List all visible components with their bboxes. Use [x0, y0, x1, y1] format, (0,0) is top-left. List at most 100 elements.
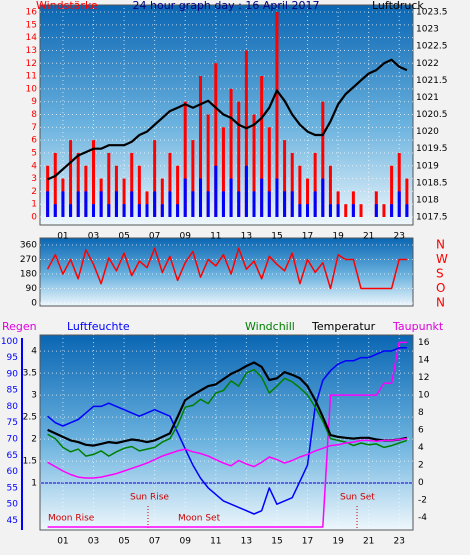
x-tick-label: 15: [271, 537, 282, 547]
bar: [130, 191, 134, 217]
bar: [260, 178, 264, 217]
bar: [114, 191, 118, 217]
bar: [313, 191, 317, 217]
y2-tick-label: N: [436, 238, 445, 252]
y3-tick-label: 75: [7, 418, 18, 428]
y-tick-label: 360: [20, 241, 37, 251]
x-tick-label: 03: [88, 232, 99, 242]
y-tick-label: 1.5: [23, 457, 37, 467]
line: [47, 341, 407, 528]
y-tick-label: 4: [31, 347, 37, 357]
y2-tick-label: 1018: [416, 195, 439, 205]
x-tick-label: 21: [363, 537, 374, 547]
y-tick-label: 14: [26, 33, 38, 43]
bar: [53, 204, 57, 217]
y-tick-label: 270: [20, 255, 37, 265]
y3-tick-label: 60: [7, 467, 19, 477]
bar: [306, 178, 310, 217]
annotation: Sun Set: [340, 493, 375, 503]
y3-tick-label: 100: [1, 337, 18, 347]
y-tick-label: 16: [26, 8, 38, 18]
y-tick-label: 15: [26, 20, 37, 30]
bar: [397, 191, 401, 217]
y2-tick-label: 1021.5: [416, 76, 448, 86]
bar: [46, 191, 50, 217]
bar: [53, 152, 57, 217]
bar: [321, 101, 325, 217]
bar: [84, 191, 88, 217]
y-tick-label: 4: [31, 161, 37, 171]
bar: [344, 204, 348, 217]
y-tick-label: 6: [31, 136, 37, 146]
panel-direction: [39, 237, 414, 307]
bar: [168, 191, 172, 217]
y-tick-label: 2: [31, 187, 37, 197]
x-tick-label: 07: [149, 232, 160, 242]
bar: [199, 178, 203, 217]
bar: [153, 191, 157, 217]
y-tick-label: 180: [20, 270, 37, 280]
legend-entry: Luftfeuchte: [67, 320, 130, 333]
y-tick-label: 9: [31, 97, 37, 107]
y2-tick-label: 1020.5: [416, 110, 448, 120]
bar: [405, 204, 409, 217]
y-tick-label: 90: [26, 284, 38, 294]
bar: [397, 152, 401, 217]
annotation: Sun Rise: [130, 493, 169, 503]
bar: [336, 204, 340, 217]
x-tick-label: 19: [332, 537, 344, 547]
line: [47, 347, 407, 515]
bar: [290, 191, 294, 217]
y2-tick-label: 4: [418, 443, 424, 453]
bar: [221, 127, 225, 217]
bar: [122, 204, 126, 217]
bar: [191, 191, 195, 217]
line: [47, 361, 408, 447]
x-tick-label: 15: [271, 232, 282, 242]
x-tick-label: 21: [363, 232, 374, 242]
bar: [61, 191, 65, 217]
y2-tick-label: S: [436, 267, 444, 281]
legend-entry: Taupunkt: [392, 320, 444, 333]
bar: [298, 204, 302, 217]
x-tick-label: 19: [332, 232, 344, 242]
bar: [267, 127, 271, 217]
bar: [229, 88, 233, 217]
y3-tick-label: 80: [7, 402, 19, 412]
x-tick-label: 23: [394, 537, 405, 547]
x-tick-label: 01: [57, 537, 68, 547]
bar: [290, 152, 294, 217]
bar: [267, 191, 271, 217]
y2-tick-label: O: [436, 281, 445, 295]
bar: [275, 12, 279, 217]
x-tick-label: 09: [179, 232, 191, 242]
y2-tick-label: 6: [418, 425, 424, 435]
x-tick-label: 03: [88, 537, 99, 547]
y-tick-label: 8: [31, 110, 37, 120]
y-tick-label: 3: [31, 174, 37, 184]
y3-tick-label: 90: [7, 369, 19, 379]
bar: [283, 191, 287, 217]
bar: [237, 191, 241, 217]
bar: [214, 63, 218, 217]
bar: [275, 178, 279, 217]
bar: [206, 191, 210, 217]
y-tick-label: 12: [26, 59, 37, 69]
y-tick-label: 0: [31, 213, 37, 223]
line: [46, 247, 407, 290]
y2-tick-label: 1017.5: [416, 213, 448, 223]
x-tick-label: 09: [179, 537, 191, 547]
y2-tick-label: 1021: [416, 93, 439, 103]
y-tick-label: 1: [31, 479, 37, 489]
bar: [69, 204, 73, 217]
bar: [374, 204, 378, 217]
annotation: Moon Rise: [48, 514, 95, 524]
x-tick-label: 17: [302, 537, 313, 547]
bar: [183, 101, 187, 217]
bar: [191, 140, 195, 217]
x-tick-label: 17: [302, 232, 313, 242]
bar: [221, 191, 225, 217]
bar: [298, 165, 302, 217]
x-tick-label: 05: [118, 537, 129, 547]
